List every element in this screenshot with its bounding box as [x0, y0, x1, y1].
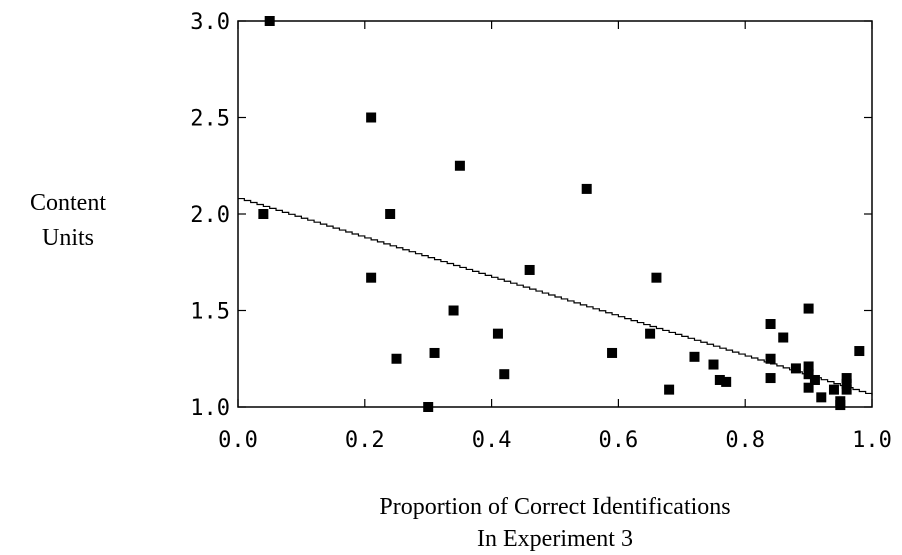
data-point	[607, 347, 618, 358]
data-point	[385, 209, 396, 219]
data-point	[366, 112, 377, 123]
x-tick-label: 0.4	[472, 428, 512, 453]
x-tick-label: 0.0	[218, 428, 258, 453]
data-point	[809, 374, 820, 385]
data-point	[765, 353, 776, 364]
data-points	[258, 16, 865, 412]
y-axis-title: Content Units	[30, 190, 106, 251]
y-axis-title-line-2: Units	[42, 225, 94, 251]
data-point	[803, 382, 814, 393]
data-point	[423, 402, 434, 412]
data-point	[828, 384, 839, 395]
y-tick-label: 3.0	[190, 10, 230, 35]
data-point	[721, 376, 732, 387]
data-point	[391, 353, 402, 364]
data-point	[581, 183, 592, 194]
data-point	[689, 351, 700, 362]
data-point	[803, 361, 814, 372]
y-tick-label: 2.5	[190, 107, 230, 132]
x-axis-title-line-2: In Experiment 3	[477, 526, 633, 552]
data-point	[816, 392, 827, 403]
y-tick-label: 2.0	[190, 203, 230, 228]
data-point	[264, 16, 275, 26]
regression-line	[238, 197, 873, 396]
data-point	[714, 374, 725, 385]
regression-line-layer	[238, 197, 873, 396]
x-axis-title-line-1: Proportion of Correct Identifications	[379, 494, 730, 520]
data-point	[803, 369, 814, 380]
x-tick-label: 1.0	[852, 428, 892, 453]
data-point	[645, 328, 656, 339]
data-point	[790, 363, 801, 374]
data-point	[454, 160, 465, 171]
x-tick-label: 0.8	[725, 428, 765, 453]
plot-frame	[237, 20, 873, 408]
data-point	[429, 347, 440, 358]
axis-tick-labels: 0.0 0.2 0.4 0.6 0.8 1.0 1.0 1.5 2.0 2.5 3.0	[190, 10, 892, 453]
data-point	[651, 272, 662, 283]
data-point	[841, 384, 852, 395]
data-point	[841, 378, 852, 389]
data-point	[492, 328, 503, 339]
data-point	[708, 359, 719, 370]
data-point	[803, 303, 814, 314]
x-axis-title: Proportion of Correct Identifications In…	[379, 494, 730, 552]
x-tick-label: 0.2	[345, 428, 385, 453]
y-tick-label: 1.5	[190, 300, 230, 325]
data-point	[765, 373, 776, 384]
data-point	[524, 264, 535, 275]
data-point	[778, 332, 789, 343]
data-point	[366, 272, 377, 283]
data-point	[664, 384, 675, 395]
data-point	[835, 400, 846, 411]
y-tick-label: 1.0	[190, 396, 230, 421]
y-axis-title-line-1: Content	[30, 190, 106, 216]
data-point	[765, 319, 776, 330]
data-point	[448, 305, 459, 316]
data-point	[854, 346, 865, 357]
x-tick-label: 0.6	[599, 428, 639, 453]
axis-ticks	[237, 20, 873, 408]
data-point	[499, 369, 510, 380]
data-point	[841, 373, 852, 384]
data-point	[258, 209, 269, 219]
